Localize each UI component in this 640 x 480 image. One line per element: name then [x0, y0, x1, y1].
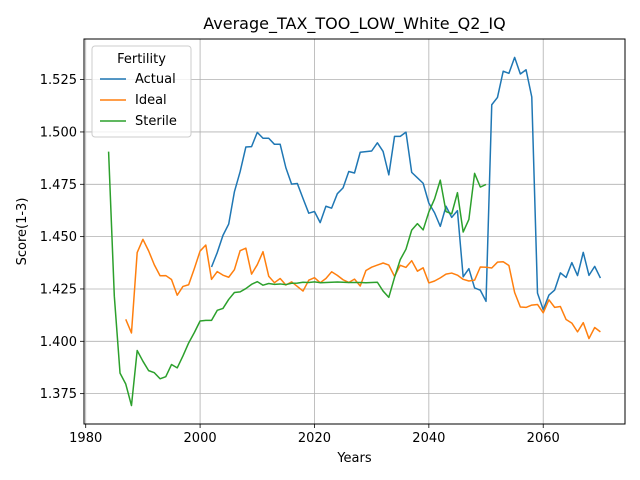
legend-title: Fertility — [117, 52, 166, 67]
axis-ticks: 1980 2000 2020 2040 2060 1.375 1.400 1.425 1.450… — [40, 73, 560, 446]
legend-box — [91, 45, 192, 138]
series-line-sterile — [107, 151, 487, 407]
x-axis-label: Years — [336, 451, 372, 466]
legend: Fertility Actual Ideal Sterile — [91, 45, 192, 138]
legend-label-ideal: Ideal — [135, 93, 167, 108]
x-tick-label: 2060 — [527, 431, 560, 446]
chart-title: Average_TAX_TOO_LOW_White_Q2_IQ — [203, 14, 505, 34]
x-tick-label: 2020 — [298, 431, 331, 446]
y-tick-label: 1.475 — [40, 178, 77, 193]
x-tick-label: 2040 — [412, 431, 445, 446]
y-tick-label: 1.525 — [40, 73, 77, 88]
series-lines — [107, 56, 602, 407]
y-axis-label: Score(1-3) — [15, 198, 30, 266]
y-tick-label: 1.425 — [40, 282, 77, 297]
y-tick-label: 1.400 — [40, 335, 77, 350]
plot-frame — [83, 38, 626, 425]
y-tick-label: 1.500 — [40, 125, 77, 140]
series-line-actual — [210, 56, 602, 311]
legend-label-actual: Actual — [135, 72, 176, 87]
x-tick-label: 2000 — [184, 431, 217, 446]
y-tick-label: 1.375 — [40, 387, 77, 402]
series-line-ideal — [125, 238, 601, 340]
x-tick-label: 1980 — [69, 431, 102, 446]
y-tick-label: 1.450 — [40, 230, 77, 245]
legend-label-sterile: Sterile — [135, 114, 177, 129]
